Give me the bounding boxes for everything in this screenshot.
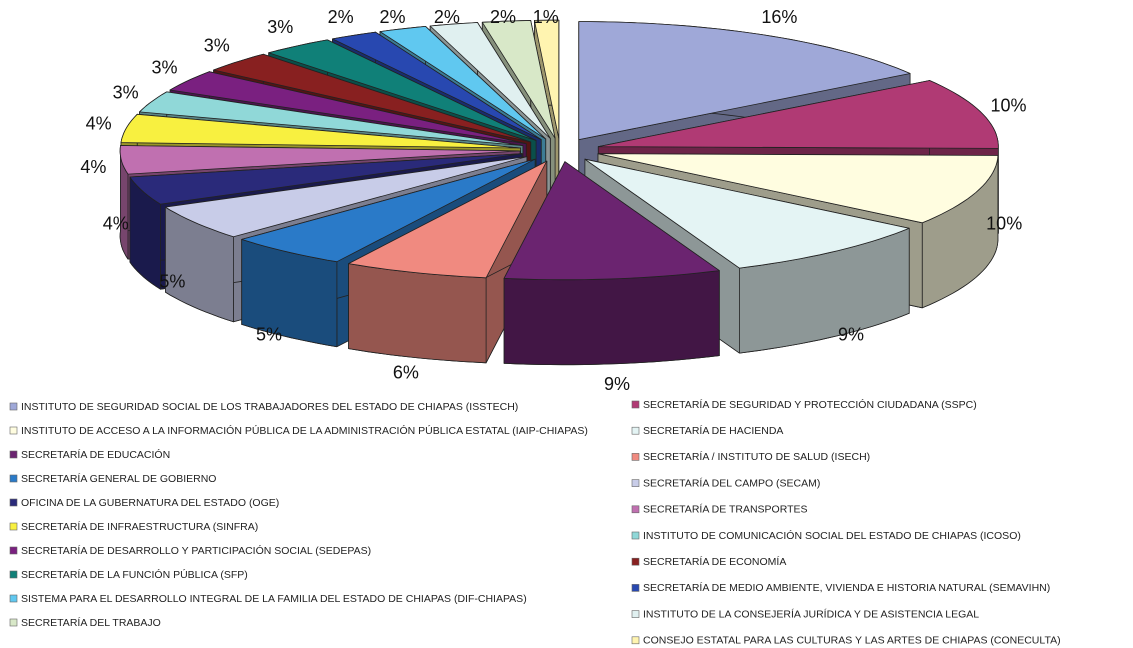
legend-swatch bbox=[9, 618, 18, 627]
data-label: 9% bbox=[838, 324, 864, 344]
legend-swatch bbox=[631, 479, 640, 487]
legend-label: SECRETARÍA DE HACIENDA bbox=[643, 424, 783, 437]
legend-label: SISTEMA PARA EL DESARROLLO INTEGRAL DE L… bbox=[21, 593, 527, 605]
data-label: 10% bbox=[990, 95, 1026, 115]
legend-swatch bbox=[631, 453, 640, 461]
legend-swatch bbox=[631, 426, 640, 435]
legend-swatch bbox=[9, 474, 18, 483]
slice bbox=[584, 158, 910, 269]
legend-swatch bbox=[631, 636, 640, 645]
legend-label: SECRETARÍA DE LA FUNCIÓN PÚBLICA (SFP) bbox=[21, 568, 248, 581]
slice bbox=[534, 19, 560, 139]
data-label: 2% bbox=[490, 7, 516, 27]
slice bbox=[379, 25, 547, 140]
data-label: 3% bbox=[113, 82, 139, 102]
legend-label: SECRETARÍA DE DESARROLLO Y PARTICIPACIÓN… bbox=[21, 544, 371, 557]
legend-swatch bbox=[9, 498, 18, 507]
legend-swatch bbox=[9, 522, 18, 531]
legend-label: SECRETARÍA / INSTITUTO DE SALUD (ISECH) bbox=[643, 450, 870, 463]
slice bbox=[348, 160, 548, 279]
legend-label: SECRETARÍA DE TRANSPORTES bbox=[643, 503, 808, 516]
legend-label: INSTITUTO DE SEGURIDAD SOCIAL DE LOS TRA… bbox=[21, 401, 518, 413]
legend-label: OFICINA DE LA GUBERNATURA DEL ESTADO (OG… bbox=[21, 497, 279, 509]
slice bbox=[597, 80, 999, 149]
legend-swatch bbox=[631, 610, 640, 618]
slice bbox=[429, 22, 551, 139]
data-label: 2% bbox=[379, 7, 405, 27]
legend-label: CONSEJO ESTATAL PARA LAS CULTURAS Y LAS … bbox=[643, 635, 1061, 647]
legend-swatch bbox=[9, 426, 18, 435]
slice bbox=[578, 21, 911, 141]
data-label: 2% bbox=[328, 7, 354, 27]
data-label: 3% bbox=[151, 58, 177, 78]
slice bbox=[503, 161, 720, 366]
legend-label: SECRETARÍA DEL TRABAJO bbox=[21, 616, 161, 629]
data-label: 5% bbox=[159, 271, 185, 291]
slice bbox=[164, 156, 528, 238]
slice bbox=[481, 20, 556, 139]
data-label: 2% bbox=[434, 7, 460, 27]
legend-label: SECRETARÍA DE ECONOMÍA bbox=[643, 555, 786, 568]
legend-swatch bbox=[631, 557, 640, 566]
legend-swatch bbox=[9, 402, 18, 411]
legend-swatch bbox=[631, 531, 640, 540]
legend-label: SECRETARÍA DE INFRAESTRUCTURA (SINFRA) bbox=[21, 520, 258, 533]
data-label: 3% bbox=[204, 36, 230, 56]
legend-label: SECRETARÍA DE EDUCACIÓN bbox=[21, 448, 170, 461]
legend-swatch bbox=[631, 505, 640, 514]
data-label: 16% bbox=[761, 7, 797, 27]
slice bbox=[120, 113, 521, 149]
legend-swatch bbox=[631, 584, 640, 592]
data-label: 5% bbox=[256, 324, 282, 344]
legend-label: SECRETARÍA GENERAL DE GOBIERNO bbox=[21, 472, 216, 485]
legend-swatch bbox=[9, 570, 18, 579]
slice bbox=[213, 53, 532, 143]
slice bbox=[241, 158, 536, 263]
slice bbox=[268, 39, 537, 141]
data-label: 6% bbox=[393, 362, 419, 382]
slice-side bbox=[348, 263, 487, 364]
data-label: 4% bbox=[80, 157, 106, 177]
legend-label: INSTITUTO DE LA CONSEJERÍA JURÍDICA Y DE… bbox=[643, 607, 979, 620]
legend-swatch bbox=[9, 594, 18, 603]
legend-label: SECRETARÍA DE SEGURIDAD Y PROTECCIÓN CIU… bbox=[643, 398, 977, 411]
data-label: 1% bbox=[533, 7, 559, 27]
data-label: 4% bbox=[86, 113, 112, 133]
data-label: 9% bbox=[604, 374, 630, 394]
data-label: 3% bbox=[267, 17, 293, 37]
legend-label: INSTITUTO DE ACCESO A LA INFORMACIÓN PÚB… bbox=[21, 424, 588, 437]
slice bbox=[597, 153, 999, 224]
slice bbox=[348, 160, 548, 364]
slice bbox=[169, 71, 527, 145]
legend-label: SECRETARÍA DE MEDIO AMBIENTE, VIVIENDA E… bbox=[643, 581, 1050, 594]
slice-side bbox=[503, 270, 720, 366]
slice bbox=[119, 145, 521, 175]
legend-swatch bbox=[9, 450, 18, 459]
legend-label: INSTITUTO DE COMUNICACIÓN SOCIAL DEL EST… bbox=[643, 529, 1021, 542]
slice bbox=[503, 161, 720, 281]
legend-swatch bbox=[631, 400, 640, 409]
slice bbox=[332, 31, 542, 141]
legend-label: SECRETARÍA DEL CAMPO (SECAM) bbox=[643, 476, 820, 489]
slice bbox=[129, 153, 523, 205]
data-label: 4% bbox=[103, 213, 129, 233]
legend-swatch bbox=[9, 546, 18, 555]
slice bbox=[139, 91, 524, 147]
data-label: 10% bbox=[986, 213, 1022, 233]
